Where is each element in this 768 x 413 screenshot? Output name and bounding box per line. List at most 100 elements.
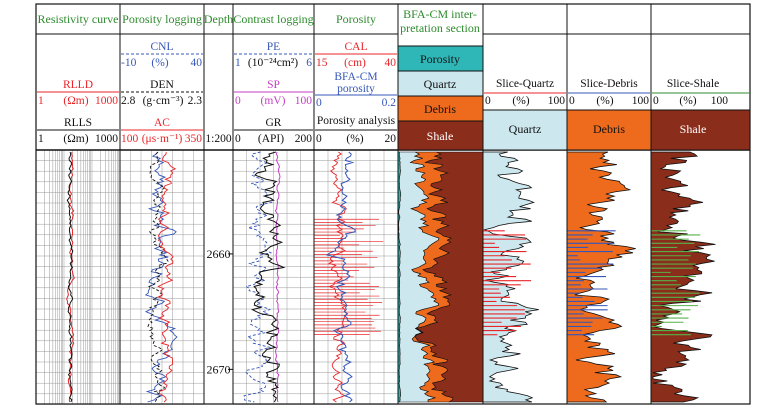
interpretation-legend: Porosity Quartz Debris Shale — [397, 45, 484, 151]
analysis-unit: (%) — [346, 133, 363, 145]
legend-shale-swatch — [397, 120, 484, 151]
cal-name: CAL — [345, 41, 368, 53]
track2-header: CNL -10 (%) 40 DEN 2.8 (g·cm⁻³) 2.3 AC 1… — [121, 41, 203, 145]
cal-max: 40 — [385, 57, 397, 69]
curve-ac — [157, 151, 177, 403]
sp-min: 0 — [235, 95, 241, 107]
track1-header: RLLD 1 (Ωm) 1000 RLLS 1 (Ωm) 1000 — [37, 79, 119, 145]
legend-debris: Debris — [424, 102, 456, 116]
porosity-analysis-bars — [314, 218, 384, 335]
slice-debris-swatch — [566, 109, 652, 151]
bfa-min: 0 — [316, 97, 322, 109]
sp-name: SP — [267, 79, 280, 91]
legend-shale: Shale — [427, 129, 454, 143]
den-min: 2.8 — [121, 95, 136, 107]
slice-debris-title: Slice-Debris — [580, 78, 638, 90]
gr-max: 200 — [295, 133, 313, 145]
rlls-unit: (Ωm) — [63, 133, 88, 145]
slice-shale-max: 100 — [711, 95, 729, 107]
rlld-name: RLLD — [63, 79, 93, 91]
gr-name: GR — [266, 117, 282, 129]
column-titles: Resistivity curve Porosity logging Depth… — [38, 7, 480, 35]
slice-shale-min: 0 — [653, 95, 659, 107]
curve-cnl — [144, 151, 178, 403]
grid-contrast-logging — [233, 150, 314, 405]
slice-debris-max: 100 — [632, 95, 650, 107]
track4-header: CAL 15 (cm) 40 BFA-CM porosity 0 0.2 Por… — [315, 41, 397, 145]
analysis-min: 0 — [316, 133, 322, 145]
grid-resistivity — [35, 150, 120, 405]
slice-debris-header: Slice-Debris 0 (%) 100 Debris — [566, 78, 652, 151]
slice-quartz-markers — [483, 230, 532, 336]
gr-unit: (API) — [258, 133, 284, 145]
rlld-unit: (Ωm) — [63, 95, 88, 107]
legend-porosity-swatch — [397, 45, 484, 72]
track3-header: PE 1 (10⁻²⁴cm²) 6 SP 0 (mV) 100 GR 0 (AP… — [234, 41, 313, 145]
bfa-line1: BFA-CM — [334, 71, 377, 83]
title-porosity: Porosity — [336, 12, 376, 26]
depth-ticks: 2660 2670 — [207, 247, 233, 376]
cnl-max: 40 — [191, 57, 203, 69]
title-interp-line1: BFA-CM inter- — [403, 7, 477, 21]
depth-tick-label: 2660 — [207, 247, 231, 261]
cnl-min: -10 — [121, 57, 137, 69]
title-depth: Depth — [204, 12, 233, 26]
slice-quartz-label: Quartz — [509, 122, 542, 136]
slice-debris-markers — [567, 230, 616, 336]
track-grids — [35, 150, 398, 405]
slice-shale-swatch — [650, 109, 751, 151]
title-porosity-logging: Porosity logging — [122, 12, 202, 26]
ac-max: 350 — [185, 133, 203, 145]
slice-quartz-unit: (%) — [512, 95, 529, 107]
slice-shale-label: Shale — [680, 122, 707, 136]
bfa-line2: porosity — [337, 83, 375, 95]
gr-min: 0 — [235, 133, 241, 145]
curve-rlld — [66, 152, 75, 403]
cal-min: 15 — [316, 57, 328, 69]
curve-pe — [243, 151, 274, 403]
slice-quartz-area — [482, 151, 539, 403]
slice-shale-header: Slice-Shale 0 (%) 100 Shale — [650, 78, 751, 151]
rlld-max: 1000 — [95, 95, 118, 107]
den-name: DEN — [150, 79, 174, 91]
curve-den — [147, 151, 169, 403]
cal-unit: (cm) — [344, 57, 366, 69]
rlls-name: RLLS — [64, 117, 92, 129]
curve-bfa-cm-porosity — [325, 151, 356, 403]
curve-sp — [274, 151, 281, 403]
pe-max: 6 — [306, 57, 312, 69]
data-layers — [66, 151, 716, 403]
curve-gr — [251, 151, 286, 403]
ac-name: AC — [154, 117, 170, 129]
slice-shale-title: Slice-Shale — [667, 78, 719, 90]
slice-quartz-swatch — [482, 109, 568, 151]
slice-quartz-title: Slice-Quartz — [496, 78, 554, 90]
sp-unit: (mV) — [261, 95, 286, 107]
rlls-max: 1000 — [95, 133, 118, 145]
pe-unit: (10⁻²⁴cm²) — [248, 57, 298, 69]
sp-max: 100 — [295, 95, 313, 107]
curve-cal — [328, 151, 348, 403]
slice-quartz-header: Slice-Quartz 0 (%) 100 Quartz — [482, 78, 568, 151]
slice-shale-unit: (%) — [679, 95, 696, 107]
analysis-max: 20 — [385, 133, 397, 145]
legend-porosity: Porosity — [420, 52, 460, 66]
legend-quartz: Quartz — [424, 77, 457, 91]
slice-quartz-max: 100 — [548, 95, 566, 107]
grid-porosity — [314, 150, 398, 405]
slice-debris-label: Debris — [593, 122, 625, 136]
legend-debris-swatch — [397, 95, 484, 122]
den-unit: (g·cm⁻³) — [143, 95, 184, 107]
ac-unit: (μs·m⁻¹) — [142, 133, 183, 145]
bfa-max: 0.2 — [382, 97, 397, 109]
depth-tick-label: 2670 — [207, 362, 231, 376]
title-contrast: Contrast logging — [233, 12, 313, 26]
rlls-min: 1 — [38, 133, 44, 145]
title-resistivity: Resistivity curve — [38, 12, 119, 26]
den-max: 2.3 — [188, 95, 203, 107]
pe-min: 1 — [235, 57, 241, 69]
cnl-name: CNL — [151, 41, 174, 53]
slice-quartz-min: 0 — [485, 95, 491, 107]
slice-debris-unit: (%) — [596, 95, 613, 107]
